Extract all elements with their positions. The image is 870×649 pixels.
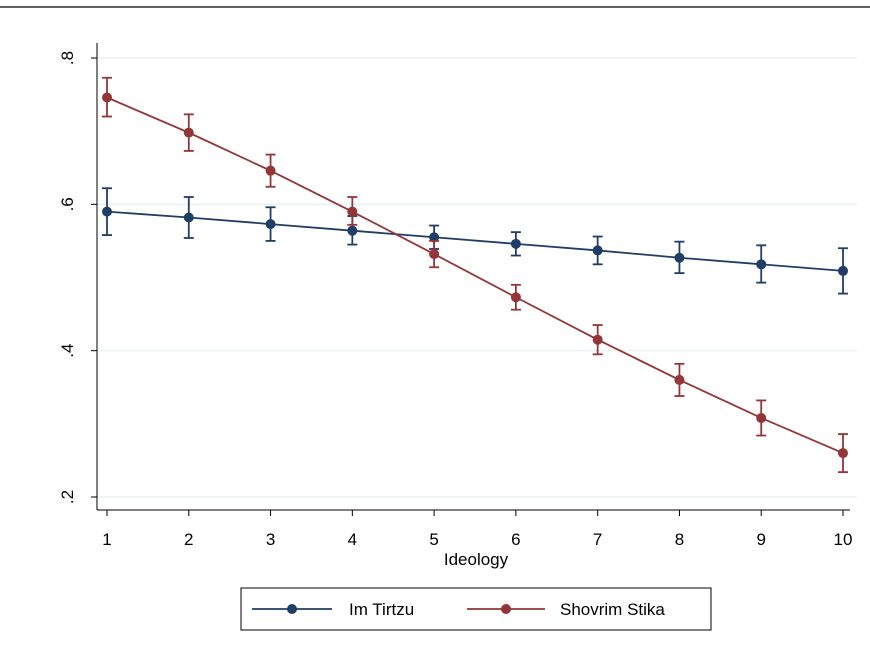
data-point — [838, 448, 848, 459]
x-tick-label: 6 — [511, 530, 520, 549]
legend-label: Im Tirtzu — [349, 600, 414, 619]
data-point — [510, 292, 521, 303]
data-point — [183, 212, 194, 223]
legend-marker — [501, 604, 511, 614]
axes: .2 .4 .6 .8 1 2 3 4 5 6 7 8 9 10 — [58, 43, 852, 549]
y-tick-label: .6 — [58, 197, 77, 211]
data-point — [102, 92, 112, 103]
gridlines — [97, 57, 857, 498]
x-tick-label: 5 — [429, 530, 438, 549]
x-tick-label: 2 — [184, 530, 193, 549]
x-tick-label: 1 — [102, 530, 111, 549]
series-line — [106, 210, 844, 272]
y-tick-label: .2 — [58, 490, 77, 504]
x-tick-label: 3 — [266, 530, 275, 549]
data-point — [592, 245, 603, 256]
data-point — [347, 225, 358, 236]
data-point — [265, 165, 276, 176]
y-tick-label: .4 — [58, 344, 77, 358]
series-2 — [102, 76, 848, 474]
data-point — [265, 219, 276, 230]
x-tick-label: 4 — [348, 530, 357, 549]
legend-label: Shovrim Stika — [560, 600, 665, 619]
legend: Im Tirtzu Shovrim Stika — [240, 587, 712, 631]
series-1 — [102, 187, 848, 295]
x-tick-label: 7 — [593, 530, 602, 549]
data-point — [429, 249, 440, 260]
data-point — [838, 265, 848, 276]
data-point — [429, 232, 440, 243]
data-point — [347, 206, 358, 217]
data-point — [592, 334, 603, 345]
data-point — [674, 374, 685, 385]
x-axis-title: Ideology — [444, 550, 509, 569]
x-tick-label: 8 — [675, 530, 684, 549]
y-tick-label: .8 — [58, 51, 77, 65]
data-point — [510, 238, 521, 249]
data-point — [756, 412, 767, 423]
data-point — [674, 252, 685, 263]
series-layer — [102, 76, 848, 474]
data-point — [183, 127, 194, 138]
legend-marker — [287, 604, 297, 614]
series-line — [106, 96, 844, 454]
data-point — [756, 259, 767, 270]
x-tick-label: 10 — [834, 530, 853, 549]
data-point — [102, 206, 112, 217]
x-tick-label: 9 — [756, 530, 765, 549]
